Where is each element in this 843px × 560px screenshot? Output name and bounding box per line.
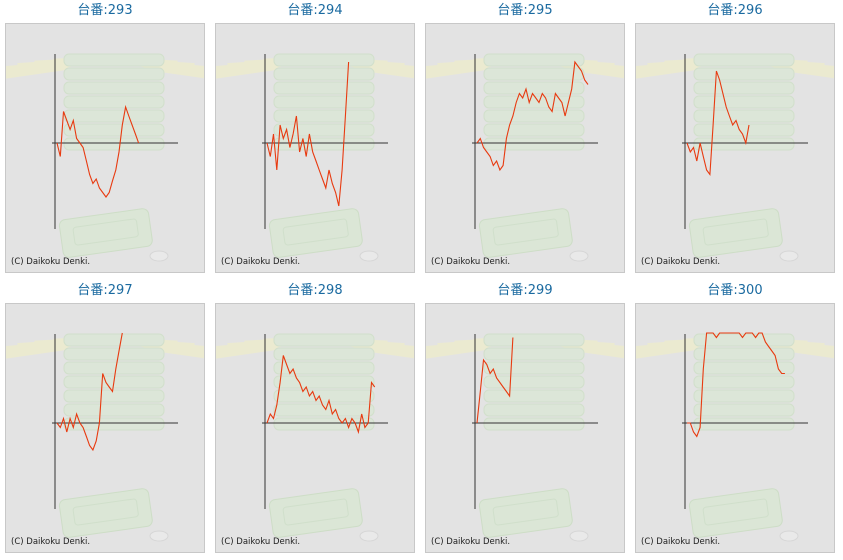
chart-svg	[636, 53, 834, 262]
chart-cell: 台番:298 (C) Daikoku Denki.	[210, 280, 420, 560]
chart-panel: (C) Daikoku Denki.	[5, 23, 205, 273]
background-art	[6, 333, 204, 542]
chart-panel: (C) Daikoku Denki.	[215, 23, 415, 273]
series-line	[476, 337, 514, 424]
series-line	[266, 61, 350, 207]
copyright-text: (C) Daikoku Denki.	[641, 537, 721, 547]
background-art	[426, 333, 624, 542]
chart-cell: 台番:293 (C) Daikoku Denki.	[0, 0, 210, 280]
background-art	[216, 333, 414, 542]
chart-svg	[6, 53, 204, 262]
series-line	[56, 332, 123, 452]
series-line	[686, 70, 750, 177]
chart-panel: (C) Daikoku Denki.	[425, 303, 625, 553]
copyright-text: (C) Daikoku Denki.	[641, 257, 721, 267]
chart-title: 台番:293	[77, 3, 133, 18]
chart-cell: 台番:297 (C) Daikoku Denki.	[0, 280, 210, 560]
chart-title: 台番:295	[497, 3, 553, 18]
chart-title: 台番:294	[287, 3, 343, 18]
chart-title: 台番:299	[497, 283, 553, 298]
chart-panel: (C) Daikoku Denki.	[5, 303, 205, 553]
chart-title: 台番:296	[707, 3, 763, 18]
series-line	[687, 332, 785, 438]
background-art	[6, 53, 204, 262]
chart-svg	[426, 53, 624, 262]
background-art	[216, 53, 414, 262]
chart-title: 台番:300	[707, 283, 763, 298]
series-line	[56, 104, 140, 198]
chart-svg	[216, 333, 414, 542]
copyright-text: (C) Daikoku Denki.	[431, 257, 511, 267]
series-line	[266, 355, 376, 435]
copyright-text: (C) Daikoku Denki.	[11, 537, 91, 547]
chart-title: 台番:297	[77, 283, 133, 298]
chart-cell: 台番:295 (C) Daikoku Denki.	[420, 0, 630, 280]
chart-svg	[636, 332, 834, 542]
chart-panel: (C) Daikoku Denki.	[635, 23, 835, 273]
chart-svg	[6, 332, 204, 542]
chart-svg	[216, 53, 414, 262]
chart-cell: 台番:294 (C) Daikoku Denki.	[210, 0, 420, 280]
series-line	[476, 60, 589, 172]
chart-panel: (C) Daikoku Denki.	[635, 303, 835, 553]
chart-cell: 台番:300 (C) Daikoku Denki.	[630, 280, 840, 560]
copyright-text: (C) Daikoku Denki.	[221, 257, 301, 267]
copyright-text: (C) Daikoku Denki.	[221, 537, 301, 547]
background-art	[636, 53, 834, 262]
chart-panel: (C) Daikoku Denki.	[425, 23, 625, 273]
chart-cell: 台番:296 (C) Daikoku Denki.	[630, 0, 840, 280]
chart-svg	[426, 333, 624, 542]
chart-title: 台番:298	[287, 283, 343, 298]
chart-cell: 台番:299 (C) Daikoku Denki.	[420, 280, 630, 560]
background-art	[636, 333, 834, 542]
copyright-text: (C) Daikoku Denki.	[11, 257, 91, 267]
chart-panel: (C) Daikoku Denki.	[215, 303, 415, 553]
copyright-text: (C) Daikoku Denki.	[431, 537, 511, 547]
background-art	[426, 53, 624, 262]
